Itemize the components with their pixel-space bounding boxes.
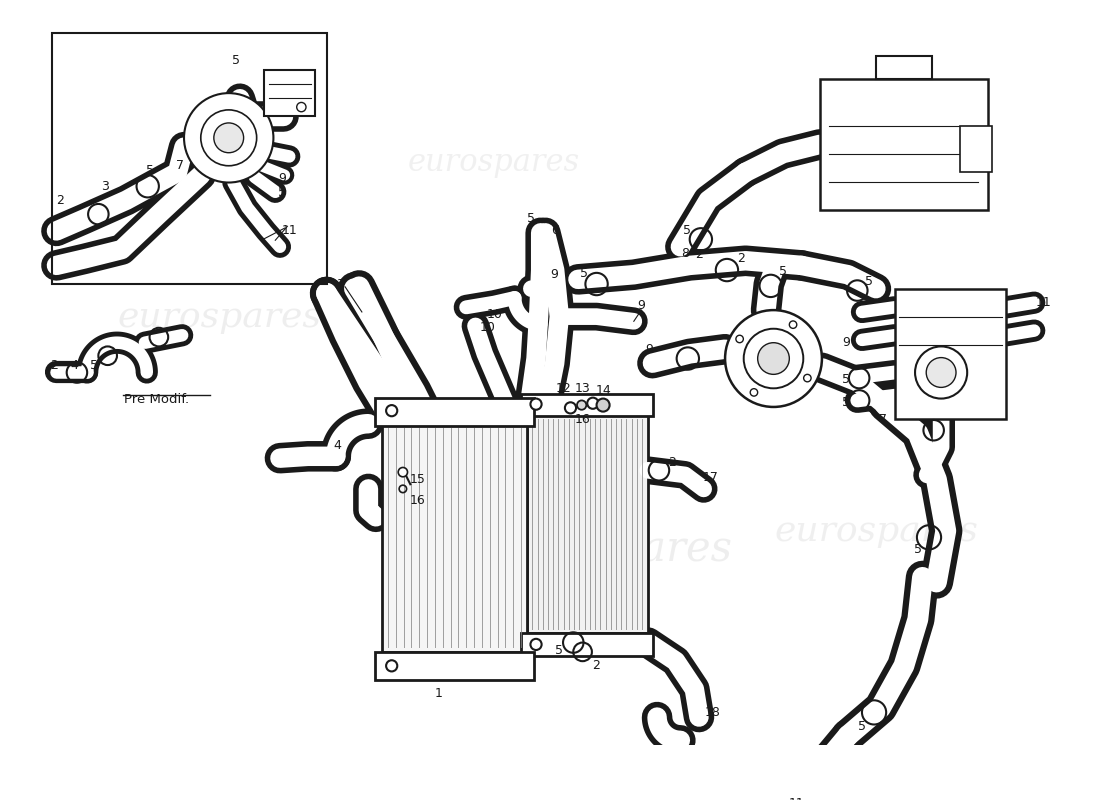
Text: 2: 2 bbox=[668, 456, 675, 470]
Text: 9: 9 bbox=[843, 336, 850, 349]
Bar bbox=[375, 652, 535, 680]
Circle shape bbox=[750, 389, 758, 396]
Text: 5: 5 bbox=[866, 274, 873, 288]
Bar bbox=[821, 79, 988, 210]
Text: 5: 5 bbox=[278, 186, 286, 199]
Bar bbox=[521, 394, 653, 416]
Text: 3: 3 bbox=[337, 278, 344, 290]
Text: 1: 1 bbox=[434, 687, 442, 700]
Text: 7: 7 bbox=[176, 159, 185, 172]
Text: 13: 13 bbox=[574, 382, 591, 395]
Text: 5: 5 bbox=[779, 266, 786, 278]
Text: 5: 5 bbox=[683, 225, 691, 238]
Bar bbox=[959, 126, 992, 172]
Bar bbox=[527, 414, 648, 634]
Text: 2: 2 bbox=[56, 194, 64, 206]
Circle shape bbox=[587, 398, 598, 409]
Text: 4: 4 bbox=[70, 359, 78, 373]
Text: 5: 5 bbox=[232, 54, 240, 67]
Text: 14: 14 bbox=[596, 384, 612, 397]
Text: 6: 6 bbox=[551, 225, 559, 238]
Circle shape bbox=[184, 93, 274, 182]
Text: 18: 18 bbox=[705, 706, 720, 719]
Text: 16: 16 bbox=[574, 414, 591, 426]
Text: Pre Modif.: Pre Modif. bbox=[124, 393, 189, 406]
Circle shape bbox=[201, 110, 256, 166]
Circle shape bbox=[915, 346, 967, 398]
Circle shape bbox=[530, 398, 541, 410]
Text: 11: 11 bbox=[1036, 296, 1052, 309]
Bar bbox=[52, 33, 327, 284]
Bar bbox=[264, 70, 316, 117]
Bar bbox=[521, 634, 653, 655]
Circle shape bbox=[578, 401, 586, 410]
Text: 5: 5 bbox=[843, 396, 850, 409]
Text: eurospares: eurospares bbox=[408, 147, 580, 178]
Text: 2: 2 bbox=[737, 252, 745, 266]
Text: 16: 16 bbox=[410, 494, 426, 506]
Text: 9: 9 bbox=[278, 172, 286, 186]
Text: 15: 15 bbox=[410, 473, 426, 486]
Text: 7: 7 bbox=[879, 413, 888, 426]
Text: eurospares: eurospares bbox=[118, 300, 321, 334]
Circle shape bbox=[386, 405, 397, 416]
Text: 12: 12 bbox=[557, 382, 572, 395]
Circle shape bbox=[565, 402, 576, 414]
Text: 2: 2 bbox=[50, 359, 57, 373]
Text: eurospares: eurospares bbox=[497, 529, 733, 570]
Text: 9: 9 bbox=[637, 299, 646, 312]
Text: 5: 5 bbox=[145, 164, 154, 177]
Text: 5: 5 bbox=[858, 720, 866, 733]
Circle shape bbox=[736, 335, 744, 342]
Text: 5: 5 bbox=[556, 643, 563, 657]
Text: 5: 5 bbox=[914, 543, 922, 556]
Bar bbox=[383, 424, 527, 652]
Text: 10: 10 bbox=[486, 308, 502, 322]
Bar bbox=[876, 56, 932, 79]
Text: 5: 5 bbox=[581, 267, 589, 280]
Circle shape bbox=[744, 329, 803, 388]
Circle shape bbox=[790, 321, 796, 328]
Text: 2: 2 bbox=[593, 659, 601, 672]
Circle shape bbox=[213, 123, 243, 153]
Circle shape bbox=[297, 102, 306, 112]
Text: eurospares: eurospares bbox=[774, 514, 978, 548]
Circle shape bbox=[758, 342, 790, 374]
Text: 2: 2 bbox=[695, 248, 703, 261]
Text: 9: 9 bbox=[551, 268, 559, 282]
Bar bbox=[375, 398, 535, 426]
Text: 5: 5 bbox=[843, 374, 850, 386]
Text: 10: 10 bbox=[480, 322, 495, 334]
Text: 5: 5 bbox=[90, 359, 98, 373]
Bar bbox=[894, 289, 1006, 419]
Circle shape bbox=[596, 398, 609, 412]
Circle shape bbox=[804, 374, 811, 382]
Circle shape bbox=[926, 358, 956, 387]
Text: 17: 17 bbox=[703, 471, 719, 484]
Text: 4: 4 bbox=[333, 438, 342, 452]
Circle shape bbox=[725, 310, 822, 407]
Text: 9: 9 bbox=[646, 342, 653, 356]
Text: 11: 11 bbox=[789, 797, 805, 800]
Text: 5: 5 bbox=[527, 212, 536, 226]
Circle shape bbox=[530, 639, 541, 650]
Text: 3: 3 bbox=[101, 180, 109, 193]
Text: 11: 11 bbox=[282, 225, 297, 238]
Circle shape bbox=[386, 660, 397, 671]
Text: 8: 8 bbox=[681, 246, 689, 260]
Circle shape bbox=[398, 467, 407, 477]
